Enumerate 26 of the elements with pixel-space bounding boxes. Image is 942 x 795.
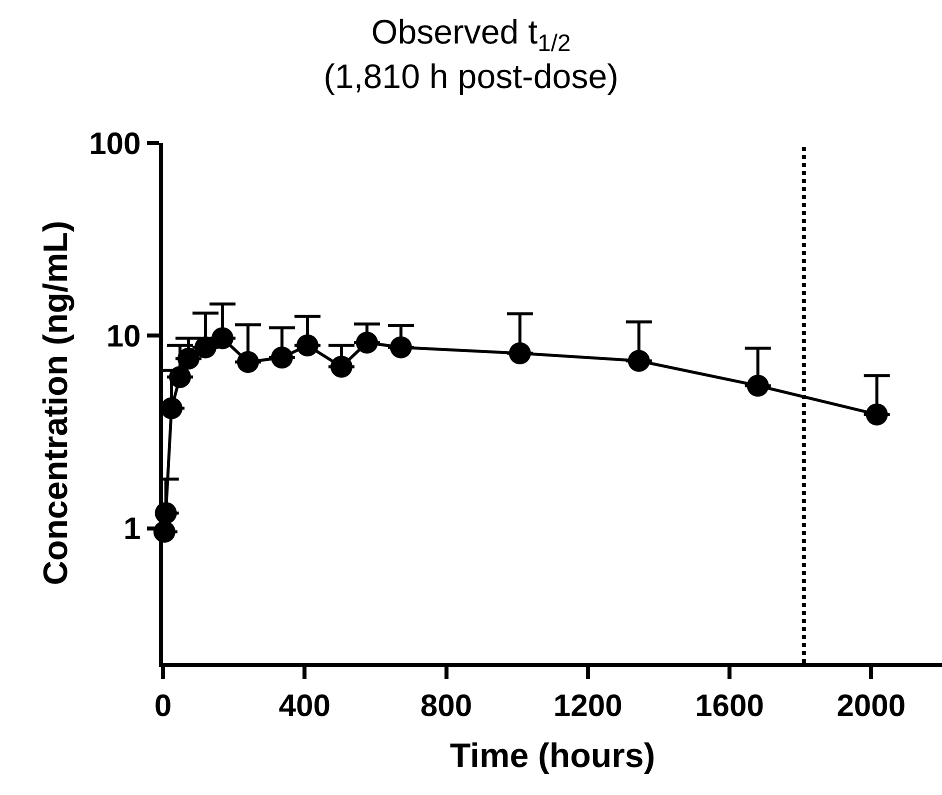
point [866, 403, 888, 426]
y-tick-label: 10 [106, 318, 141, 354]
point [236, 351, 259, 373]
y-axis-title: Concentration (ng/mL) [37, 220, 76, 586]
x-tick-label: 2000 [836, 688, 906, 724]
point [356, 332, 378, 354]
point [390, 336, 412, 358]
chart-title: Observed t$_{1/2}$ (1,810 h post-dose) [324, 14, 618, 96]
y-tick-label: 100 [89, 126, 141, 161]
point [746, 374, 769, 397]
point [270, 346, 293, 369]
point [508, 342, 531, 364]
x-tick-label: 1200 [553, 688, 622, 724]
point [212, 327, 234, 350]
x-tick-label: 400 [278, 688, 331, 724]
y-tick-label: 1 [124, 511, 141, 546]
x-tick-label: 1600 [695, 688, 764, 724]
point [194, 336, 216, 358]
point [169, 366, 191, 388]
point [178, 348, 200, 370]
point [330, 356, 352, 378]
x-tick-label: 0 [154, 688, 172, 724]
x-axis-title: Time (hours) [450, 737, 656, 775]
x-tick-label: 800 [420, 688, 472, 724]
point [628, 350, 650, 372]
point [296, 334, 318, 356]
